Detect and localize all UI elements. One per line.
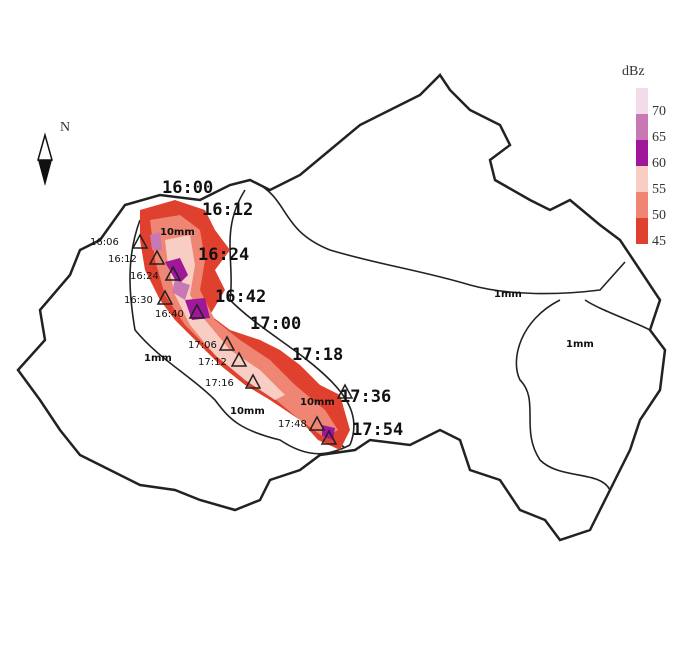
contour-label: 10mm [230, 406, 265, 417]
time-label: 16:30 [124, 295, 153, 306]
track-markers [131, 233, 354, 445]
time-label: 17:54 [352, 420, 403, 440]
time-label: 16:24 [130, 271, 159, 282]
time-label: 16:40 [155, 309, 184, 320]
contour-label: 10mm [300, 397, 335, 408]
time-label: 17:12 [198, 357, 227, 368]
time-label: 16:12 [108, 254, 137, 265]
time-label: 17:36 [340, 387, 391, 407]
time-label: 17:06 [188, 340, 217, 351]
legend-swatch [636, 166, 648, 192]
time-label: 17:18 [292, 345, 343, 365]
time-label: 17:00 [250, 314, 301, 334]
time-label: 16:42 [215, 287, 266, 307]
time-label: 16:12 [202, 200, 253, 220]
time-label: 17:48 [278, 419, 307, 430]
contour-label: 1mm [494, 289, 522, 300]
contour-label: 1mm [566, 339, 594, 350]
legend-swatch [636, 218, 648, 244]
time-label: 16:06 [90, 237, 119, 248]
region-outline [16, 73, 667, 542]
time-label: 16:00 [162, 178, 213, 198]
compass: N [37, 120, 70, 186]
legend-label: 70 [652, 104, 666, 119]
legend-title: dBz [622, 64, 645, 79]
contour-label: 10mm [160, 227, 195, 238]
legend-label: 50 [652, 208, 666, 223]
legend-label: 55 [652, 182, 666, 197]
time-label: 17:16 [205, 378, 234, 389]
legend-swatch [636, 88, 648, 114]
contour-label: 1mm [144, 353, 172, 364]
legend-swatch [636, 114, 648, 140]
legend-swatch [636, 140, 648, 166]
legend-label: 45 [652, 234, 666, 249]
legend-label: 60 [652, 156, 666, 171]
compass-label: N [60, 120, 70, 135]
storm-echoes [140, 200, 350, 450]
time-label: 16:24 [198, 245, 249, 265]
legend-swatch [636, 192, 648, 218]
legend-label: 65 [652, 130, 666, 145]
